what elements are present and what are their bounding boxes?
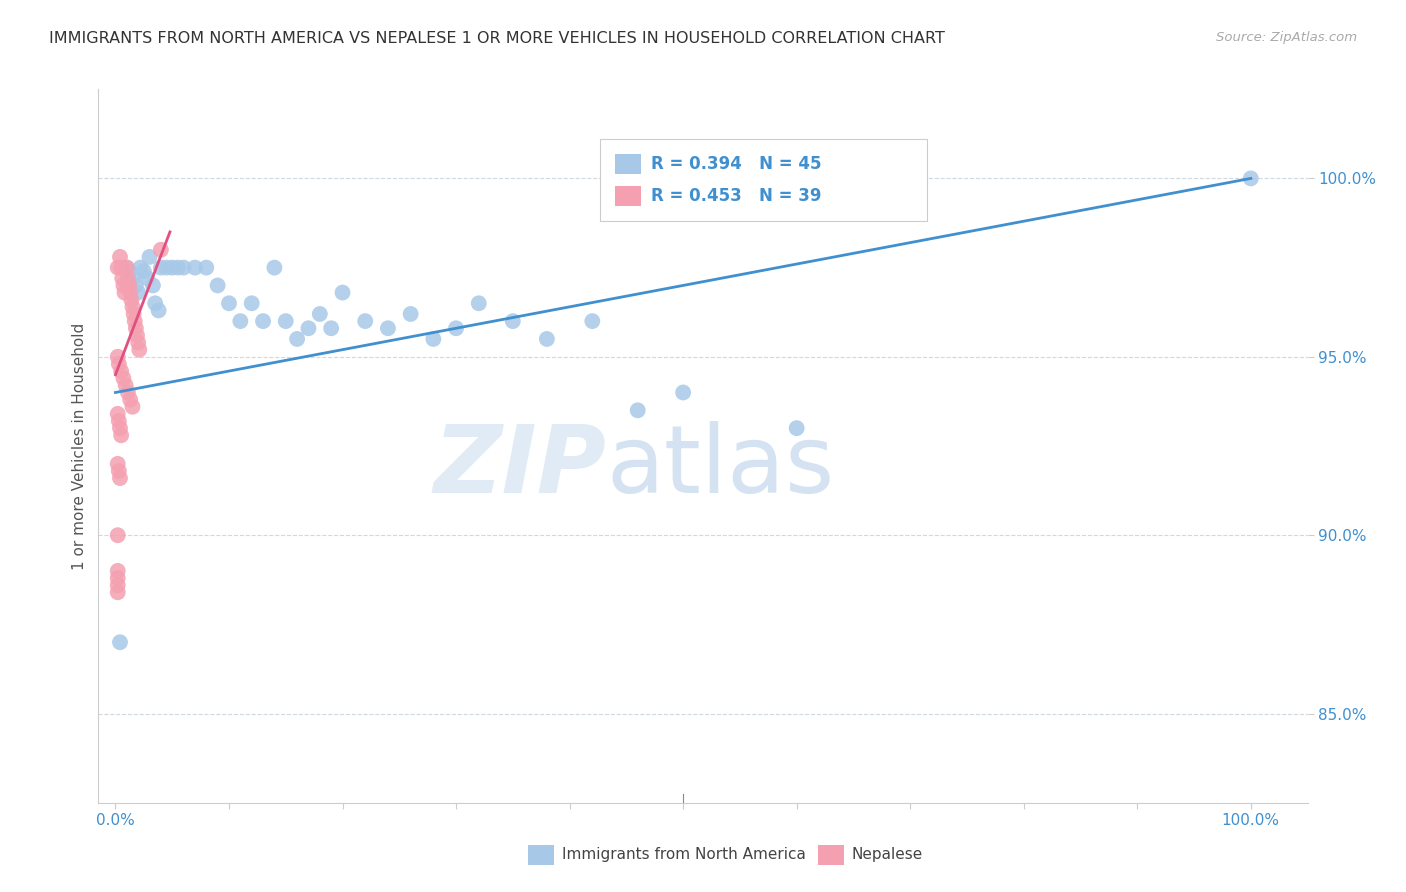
Point — [107, 585, 129, 599]
Text: R = 0.453   N = 39: R = 0.453 N = 39 — [651, 187, 821, 205]
Point — [129, 260, 152, 275]
Point — [148, 303, 170, 318]
Point — [108, 635, 131, 649]
Point — [107, 571, 129, 585]
Point — [195, 260, 218, 275]
Point — [155, 260, 177, 275]
Point — [110, 364, 132, 378]
Point — [107, 578, 129, 592]
Point — [138, 250, 160, 264]
FancyBboxPatch shape — [527, 845, 554, 865]
Point — [121, 271, 143, 285]
Text: R = 0.394   N = 45: R = 0.394 N = 45 — [651, 155, 821, 173]
Point — [354, 314, 377, 328]
Point — [285, 332, 308, 346]
Point — [184, 260, 207, 275]
Point — [112, 371, 135, 385]
Point — [377, 321, 399, 335]
FancyBboxPatch shape — [600, 139, 927, 221]
Point — [107, 457, 129, 471]
FancyBboxPatch shape — [614, 186, 641, 206]
Point — [107, 564, 129, 578]
Point — [321, 321, 343, 335]
Y-axis label: 1 or more Vehicles in Household: 1 or more Vehicles in Household — [72, 322, 87, 570]
Point — [167, 260, 190, 275]
Point — [125, 321, 148, 335]
Point — [143, 296, 166, 310]
Point — [422, 332, 444, 346]
Point — [122, 307, 145, 321]
Point — [274, 314, 297, 328]
Point — [502, 314, 524, 328]
Point — [108, 414, 131, 428]
Text: Immigrants from North America: Immigrants from North America — [561, 847, 806, 862]
Point — [127, 285, 149, 300]
Point — [672, 385, 695, 400]
Point — [112, 278, 135, 293]
Point — [160, 260, 183, 275]
Point — [117, 385, 139, 400]
Point — [111, 271, 134, 285]
Point — [110, 260, 132, 275]
Point — [107, 407, 129, 421]
Point — [108, 421, 131, 435]
Point — [110, 428, 132, 442]
Point — [128, 343, 150, 357]
Point — [117, 271, 139, 285]
Point — [108, 357, 131, 371]
Point — [786, 421, 808, 435]
Point — [444, 321, 467, 335]
Point — [114, 378, 136, 392]
Point — [173, 260, 195, 275]
Point — [107, 260, 129, 275]
Point — [121, 300, 143, 314]
Point — [115, 260, 138, 275]
Point — [120, 392, 142, 407]
Point — [399, 307, 422, 321]
Point — [627, 403, 650, 417]
Point — [115, 260, 138, 275]
Point — [121, 400, 143, 414]
Point — [142, 278, 165, 293]
Point — [136, 271, 159, 285]
Point — [468, 296, 491, 310]
FancyBboxPatch shape — [614, 154, 641, 174]
Point — [240, 296, 263, 310]
Text: ZIP: ZIP — [433, 421, 606, 514]
Point — [149, 243, 172, 257]
Point — [114, 285, 136, 300]
Point — [263, 260, 285, 275]
Point — [229, 314, 252, 328]
Point — [118, 278, 141, 293]
Point — [120, 285, 142, 300]
Point — [125, 328, 148, 343]
FancyBboxPatch shape — [818, 845, 845, 865]
Text: Nepalese: Nepalese — [852, 847, 922, 862]
Point — [207, 278, 229, 293]
Point — [120, 293, 142, 307]
Point — [124, 314, 146, 328]
Point — [132, 264, 155, 278]
Point — [581, 314, 603, 328]
Point — [297, 321, 319, 335]
Point — [1240, 171, 1263, 186]
Point — [252, 314, 274, 328]
Point — [107, 350, 129, 364]
Point — [536, 332, 558, 346]
Text: IMMIGRANTS FROM NORTH AMERICA VS NEPALESE 1 OR MORE VEHICLES IN HOUSEHOLD CORREL: IMMIGRANTS FROM NORTH AMERICA VS NEPALES… — [49, 31, 945, 46]
Point — [127, 335, 149, 350]
Text: Source: ZipAtlas.com: Source: ZipAtlas.com — [1216, 31, 1357, 45]
Point — [308, 307, 330, 321]
Text: atlas: atlas — [606, 421, 835, 514]
Point — [107, 528, 129, 542]
Point — [332, 285, 354, 300]
Point — [218, 296, 240, 310]
Point — [118, 264, 141, 278]
Point — [125, 278, 148, 293]
Point — [149, 260, 172, 275]
Point — [108, 464, 131, 478]
Point — [108, 250, 131, 264]
Point — [108, 471, 131, 485]
